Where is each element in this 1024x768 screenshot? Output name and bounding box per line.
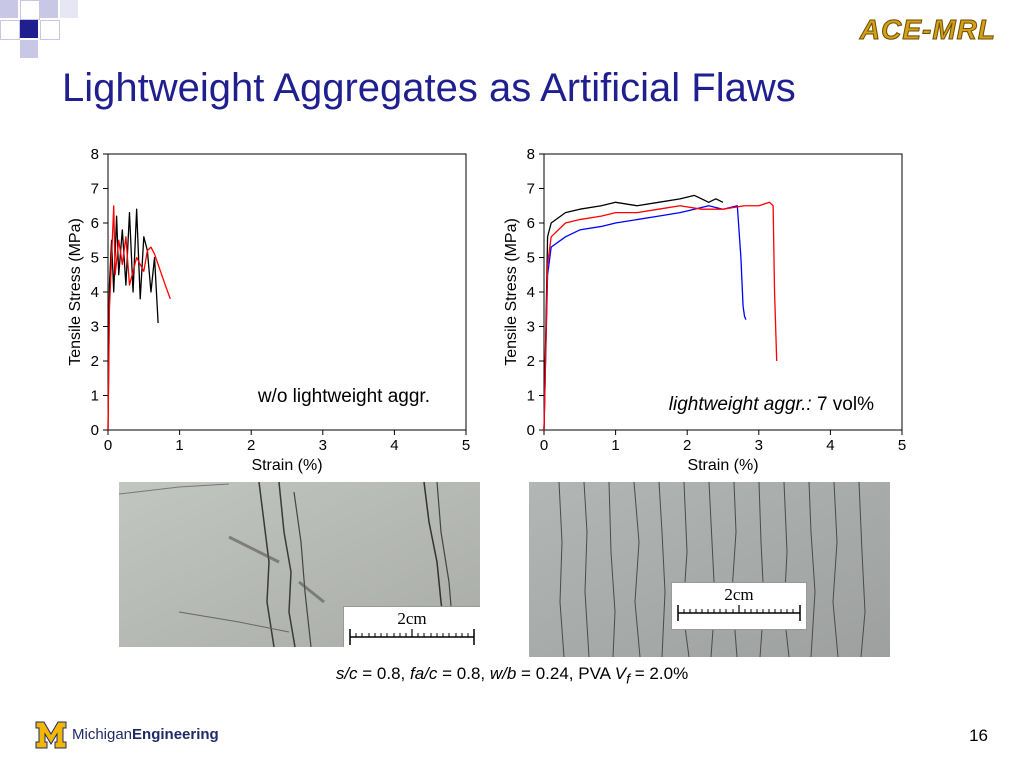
x-tick-label: 3 — [319, 437, 327, 454]
tensile-stress-strain-chart-right: 0 1 2 3 4 5 0 1 2 3 4 5 6 7 8 Strain (%) Tensile Stress … — [503, 146, 906, 474]
michigan-engineering-logo: MichiganEngineering — [72, 726, 219, 743]
scale-bar-right: 2cm — [671, 582, 807, 630]
chart-without-lightweight: 0 1 2 3 4 5 0 1 2 3 4 5 6 7 8 Strain (%) Tensile Stress … — [60, 140, 480, 480]
x-tick-label: 4 — [390, 437, 398, 454]
x-tick-label: 5 — [898, 437, 906, 454]
y-tick-label: 1 — [91, 388, 99, 405]
x-tick-label: 0 — [104, 437, 112, 454]
y-tick-label: 8 — [527, 146, 535, 163]
x-tick-label: 4 — [826, 437, 834, 454]
y-tick-label: 7 — [91, 181, 99, 198]
scale-bar-left: 2cm — [343, 606, 480, 647]
chart-with-lightweight: 0 1 2 3 4 5 0 1 2 3 4 5 6 7 8 Strain (%) Tensile Stress … — [496, 140, 916, 480]
x-axis-label: Strain (%) — [251, 457, 322, 474]
y-axis-label: Tensile Stress (MPa) — [503, 218, 520, 366]
series-line — [543, 205, 747, 431]
y-tick-label: 2 — [527, 353, 535, 370]
caption-part: = 2.0% — [630, 664, 689, 683]
mix-proportions-caption: s/c = 0.8, fa/c = 0.8, w/b = 0.24, PVA V… — [0, 664, 1024, 687]
caption-sc: s/c — [335, 664, 358, 683]
y-tick-label: 4 — [91, 284, 99, 301]
ruler-icon — [349, 629, 475, 645]
x-tick-label: 2 — [247, 437, 255, 454]
y-tick-label: 4 — [527, 284, 535, 301]
caption-vf-subscript: f — [626, 671, 631, 688]
y-axis-label: Tensile Stress (MPa) — [67, 218, 84, 366]
crack-photo-left: 2cm — [119, 482, 480, 647]
y-tick-label: 7 — [527, 181, 535, 198]
crack-photo-right: 2cm — [529, 482, 890, 657]
y-tick-label: 1 — [527, 388, 535, 405]
x-tick-label: 1 — [175, 437, 183, 454]
caption-wb: w/b — [489, 664, 517, 683]
x-tick-label: 2 — [683, 437, 691, 454]
slide-title: Lightweight Aggregates as Artificial Fla… — [62, 66, 796, 110]
tensile-stress-strain-chart-left: 0 1 2 3 4 5 0 1 2 3 4 5 6 7 8 Strain (%) Tensile Stress … — [67, 146, 470, 474]
caption-part: = 0.8, — [437, 664, 490, 683]
y-tick-label: 8 — [91, 146, 99, 163]
y-tick-label: 0 — [527, 422, 535, 439]
y-tick-label: 5 — [527, 250, 535, 267]
ruler-icon — [677, 605, 801, 621]
caption-vf: V — [614, 664, 627, 683]
chart-annotation: w/o lightweight aggr. — [257, 386, 430, 407]
y-tick-label: 5 — [91, 250, 99, 267]
plot-frame — [543, 153, 903, 431]
scale-label: 2cm — [724, 585, 754, 604]
series-line — [107, 208, 159, 431]
chart-annotation: lightweight aggr.: 7 vol% — [669, 394, 874, 415]
caption-part: = 0.8, — [357, 664, 410, 683]
scale-label: 2cm — [397, 609, 427, 628]
corner-decoration — [0, 0, 80, 60]
footer-michigan: Michigan — [72, 726, 133, 743]
y-tick-label: 6 — [527, 215, 535, 232]
y-tick-label: 3 — [527, 319, 535, 336]
y-tick-label: 0 — [91, 422, 99, 439]
page-number: 16 — [969, 726, 988, 745]
series-line — [543, 194, 724, 431]
x-tick-label: 5 — [462, 437, 470, 454]
caption-fac: fa/c — [410, 664, 438, 683]
x-axis-label: Strain (%) — [687, 457, 758, 474]
y-tick-label: 2 — [91, 353, 99, 370]
x-tick-label: 3 — [755, 437, 763, 454]
michigan-block-m-icon — [35, 721, 67, 749]
annotation-italic: lightweight aggr.: — [669, 394, 812, 415]
footer-engineering: Engineering — [132, 726, 219, 743]
series-line — [107, 205, 171, 431]
series-line — [543, 201, 778, 431]
y-tick-label: 3 — [91, 319, 99, 336]
x-tick-label: 0 — [540, 437, 548, 454]
caption-part: = 0.24, PVA — [516, 664, 615, 683]
annotation-plain: 7 vol% — [812, 394, 874, 415]
crack-pattern-right — [529, 482, 890, 657]
ace-mrl-logo: ACE-MRL — [859, 14, 996, 46]
y-tick-label: 6 — [91, 215, 99, 232]
x-tick-label: 1 — [611, 437, 619, 454]
